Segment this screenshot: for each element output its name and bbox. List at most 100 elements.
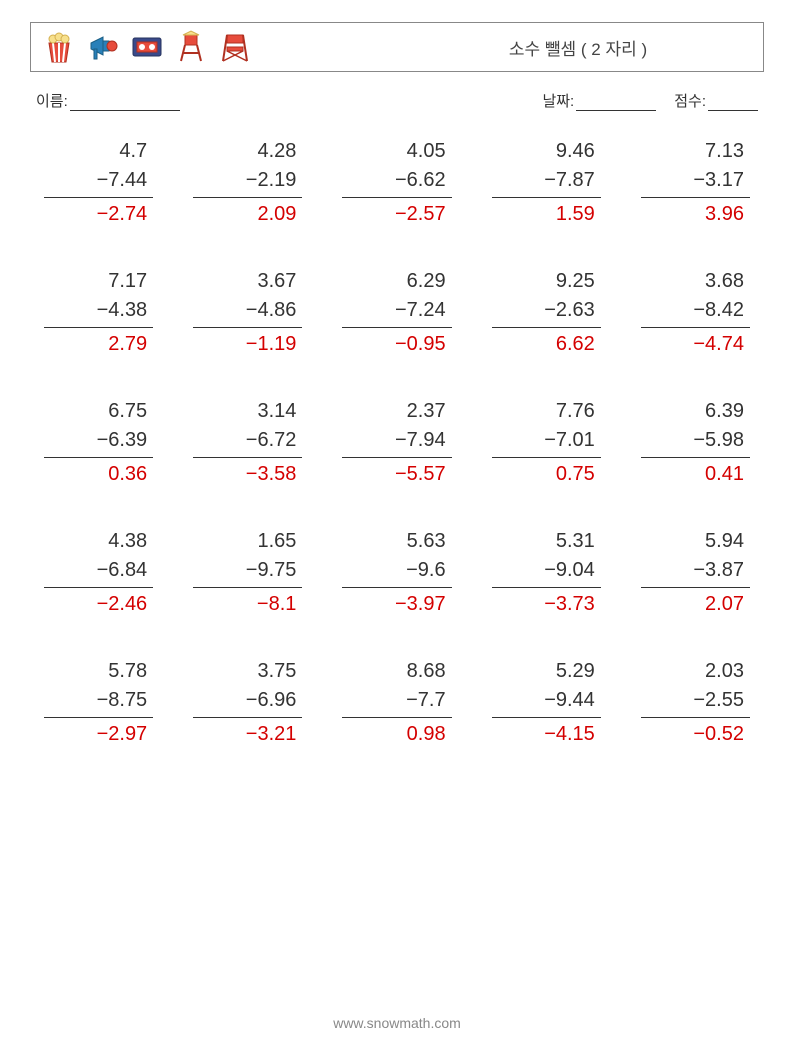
- problem: 7.17−4.382.79: [44, 267, 153, 359]
- minuend: 3.67: [193, 267, 302, 296]
- problem: 9.46−7.871.59: [492, 137, 601, 229]
- subtrahend: −9.6: [342, 556, 451, 588]
- answer: 0.41: [641, 458, 750, 489]
- answer: −3.58: [193, 458, 302, 489]
- name-blank: [70, 90, 180, 111]
- minuend: 7.76: [492, 397, 601, 426]
- subtrahend: −7.94: [342, 426, 451, 458]
- minuend: 8.68: [342, 657, 451, 686]
- subtrahend: −5.98: [641, 426, 750, 458]
- subtrahend: −7.01: [492, 426, 601, 458]
- answer: 1.59: [492, 198, 601, 229]
- problem: 5.94−3.872.07: [641, 527, 750, 619]
- megaphone-icon: [85, 29, 121, 65]
- subtrahend: −9.75: [193, 556, 302, 588]
- problem: 9.25−2.636.62: [492, 267, 601, 359]
- problem: 5.29−9.44−4.15: [492, 657, 601, 749]
- answer: 2.09: [193, 198, 302, 229]
- subtrahend: −8.75: [44, 686, 153, 718]
- date-blank: [576, 90, 656, 111]
- header-box: 소수 뺄셈 ( 2 자리 ): [30, 22, 764, 72]
- subtrahend: −2.55: [641, 686, 750, 718]
- subtrahend: −8.42: [641, 296, 750, 328]
- problem: 4.05−6.62−2.57: [342, 137, 451, 229]
- subtrahend: −4.38: [44, 296, 153, 328]
- date-label: 날짜:: [542, 90, 574, 111]
- problem: 4.38−6.84−2.46: [44, 527, 153, 619]
- minuend: 3.68: [641, 267, 750, 296]
- answer: −5.57: [342, 458, 451, 489]
- subtrahend: −6.84: [44, 556, 153, 588]
- minuend: 5.78: [44, 657, 153, 686]
- problem: 2.37−7.94−5.57: [342, 397, 451, 489]
- answer: −4.74: [641, 328, 750, 359]
- worksheet-title: 소수 뺄셈 ( 2 자리 ): [253, 35, 753, 60]
- problem: 6.39−5.980.41: [641, 397, 750, 489]
- subtrahend: −6.96: [193, 686, 302, 718]
- answer: −2.97: [44, 718, 153, 749]
- minuend: 6.75: [44, 397, 153, 426]
- subtrahend: −9.44: [492, 686, 601, 718]
- subtrahend: −3.87: [641, 556, 750, 588]
- answer: 0.36: [44, 458, 153, 489]
- minuend: 4.28: [193, 137, 302, 166]
- minuend: 2.03: [641, 657, 750, 686]
- answer: 2.79: [44, 328, 153, 359]
- problems-grid: 4.7−7.44−2.74 4.28−2.192.09 4.05−6.62−2.57…: [30, 137, 764, 749]
- answer: −2.57: [342, 198, 451, 229]
- tower-icon: [173, 29, 209, 65]
- info-row: 이름: 날짜: 점수:: [30, 90, 764, 111]
- problem: 5.31−9.04−3.73: [492, 527, 601, 619]
- subtrahend: −7.87: [492, 166, 601, 198]
- minuend: 2.37: [342, 397, 451, 426]
- subtrahend: −4.86: [193, 296, 302, 328]
- answer: −4.15: [492, 718, 601, 749]
- subtrahend: −7.24: [342, 296, 451, 328]
- problem: 4.28−2.192.09: [193, 137, 302, 229]
- minuend: 4.7: [44, 137, 153, 166]
- answer: −3.97: [342, 588, 451, 619]
- answer: 0.98: [342, 718, 451, 749]
- problem: 4.7−7.44−2.74: [44, 137, 153, 229]
- answer: −2.74: [44, 198, 153, 229]
- problem: 2.03−2.55−0.52: [641, 657, 750, 749]
- problem: 6.29−7.24−0.95: [342, 267, 451, 359]
- cassette-icon: [129, 29, 165, 65]
- answer: −1.19: [193, 328, 302, 359]
- answer: −3.73: [492, 588, 601, 619]
- subtrahend: −6.62: [342, 166, 451, 198]
- answer: −3.21: [193, 718, 302, 749]
- problem: 8.68−7.70.98: [342, 657, 451, 749]
- problem: 7.76−7.010.75: [492, 397, 601, 489]
- problem: 6.75−6.390.36: [44, 397, 153, 489]
- subtrahend: −2.19: [193, 166, 302, 198]
- minuend: 3.14: [193, 397, 302, 426]
- answer: 0.75: [492, 458, 601, 489]
- answer: 3.96: [641, 198, 750, 229]
- subtrahend: −3.17: [641, 166, 750, 198]
- minuend: 1.65: [193, 527, 302, 556]
- minuend: 3.75: [193, 657, 302, 686]
- score-blank: [708, 90, 758, 111]
- footer-url: www.snowmath.com: [0, 1015, 794, 1031]
- subtrahend: −7.7: [342, 686, 451, 718]
- score-label: 점수:: [674, 90, 706, 111]
- minuend: 5.31: [492, 527, 601, 556]
- problem: 5.63−9.6−3.97: [342, 527, 451, 619]
- answer: −0.52: [641, 718, 750, 749]
- minuend: 5.94: [641, 527, 750, 556]
- minuend: 7.13: [641, 137, 750, 166]
- answer: −0.95: [342, 328, 451, 359]
- answer: 2.07: [641, 588, 750, 619]
- subtrahend: −2.63: [492, 296, 601, 328]
- popcorn-icon: [41, 29, 77, 65]
- minuend: 9.25: [492, 267, 601, 296]
- subtrahend: −6.39: [44, 426, 153, 458]
- answer: 6.62: [492, 328, 601, 359]
- minuend: 7.17: [44, 267, 153, 296]
- minuend: 9.46: [492, 137, 601, 166]
- problem: 3.14−6.72−3.58: [193, 397, 302, 489]
- minuend: 4.38: [44, 527, 153, 556]
- subtrahend: −9.04: [492, 556, 601, 588]
- problem: 7.13−3.173.96: [641, 137, 750, 229]
